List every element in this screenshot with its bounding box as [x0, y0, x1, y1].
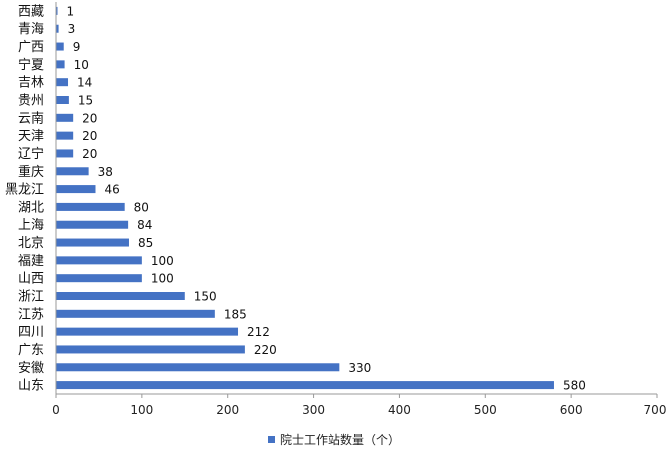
bar-西藏 [56, 6, 58, 15]
bar-上海 [56, 220, 129, 229]
data-label: 580 [563, 379, 586, 393]
data-label: 20 [82, 111, 97, 125]
x-tick-label: 600 [560, 403, 583, 417]
bar-福建 [56, 256, 142, 265]
x-tick-label: 100 [130, 403, 153, 417]
data-label: 85 [138, 236, 153, 250]
bar-浙江 [56, 292, 185, 300]
data-label: 38 [98, 165, 113, 179]
bar-云南 [56, 113, 74, 122]
data-label: 10 [74, 58, 89, 72]
category-label: 吉林 [18, 76, 44, 91]
axis-layer: 0 100 200 300 400 500 600 700 [52, 2, 666, 417]
bar-山西 [56, 274, 142, 283]
data-label: 20 [82, 129, 97, 143]
data-label: 220 [254, 343, 277, 357]
data-label: 9 [73, 40, 81, 54]
bar-吉林 [56, 78, 69, 87]
data-label: 46 [104, 183, 119, 197]
category-label: 西藏 [18, 4, 44, 19]
category-label: 天津 [18, 129, 44, 144]
data-label: 80 [134, 200, 149, 214]
data-label: 20 [82, 147, 97, 161]
bar-北京 [56, 238, 129, 247]
bar-天津 [56, 131, 74, 140]
category-label: 山东 [18, 379, 44, 394]
data-label: 3 [68, 22, 76, 36]
bar-山东 [56, 381, 554, 390]
data-label: 330 [348, 361, 371, 375]
category-label: 青海 [18, 22, 44, 37]
x-tick-label: 500 [474, 403, 497, 417]
bar-四川 [56, 327, 239, 336]
category-label: 安徽 [18, 361, 44, 376]
legend: 院士工作站数量（个） [268, 432, 400, 447]
data-label: 212 [247, 325, 270, 339]
category-label: 黑龙江 [5, 183, 44, 198]
x-tick-label: 400 [388, 403, 411, 417]
category-label: 广东 [18, 343, 44, 358]
data-label: 14 [77, 76, 92, 90]
x-tick-label: 200 [216, 403, 239, 417]
bar-贵州 [56, 96, 69, 104]
category-label: 江苏 [18, 306, 44, 322]
x-tick-label: 300 [302, 403, 325, 417]
data-label: 1 [67, 4, 75, 18]
x-tick-label: 0 [52, 403, 60, 417]
category-label: 四川 [18, 325, 44, 340]
bars-layer: 西藏 1 青海 3 广西 9 宁夏 10 吉林 14 贵州 15 云南 20 天津 20 辽宁 20 重庆 38 黑龙江… [5, 4, 586, 393]
category-label: 北京 [18, 236, 44, 251]
category-label: 湖北 [18, 200, 44, 215]
bar-湖北 [56, 202, 125, 211]
data-label: 100 [151, 254, 174, 268]
category-label: 广西 [18, 40, 44, 55]
bar-江苏 [56, 309, 215, 318]
category-label: 上海 [18, 218, 44, 233]
data-label: 185 [224, 307, 247, 321]
category-label: 贵州 [18, 94, 44, 109]
data-label: 100 [151, 272, 174, 286]
data-label: 15 [78, 94, 93, 108]
bar-黑龙江 [56, 185, 96, 194]
data-label: 150 [194, 290, 217, 304]
category-label: 云南 [18, 110, 44, 126]
data-label: 84 [137, 218, 152, 232]
category-label: 浙江 [18, 290, 44, 305]
bar-辽宁 [56, 149, 74, 158]
legend-swatch [268, 436, 275, 443]
bar-重庆 [56, 167, 89, 176]
category-label: 福建 [18, 254, 44, 269]
bar-广东 [56, 345, 245, 354]
category-label: 辽宁 [18, 146, 44, 162]
category-label: 宁夏 [18, 57, 44, 73]
category-label: 重庆 [18, 164, 44, 180]
category-label: 山西 [18, 272, 44, 287]
bar-安徽 [56, 363, 340, 372]
legend-label: 院士工作站数量（个） [280, 432, 400, 447]
bar-青海 [56, 24, 59, 33]
bar-广西 [56, 42, 64, 51]
x-tick-label: 700 [644, 403, 666, 417]
bar-宁夏 [56, 60, 65, 69]
